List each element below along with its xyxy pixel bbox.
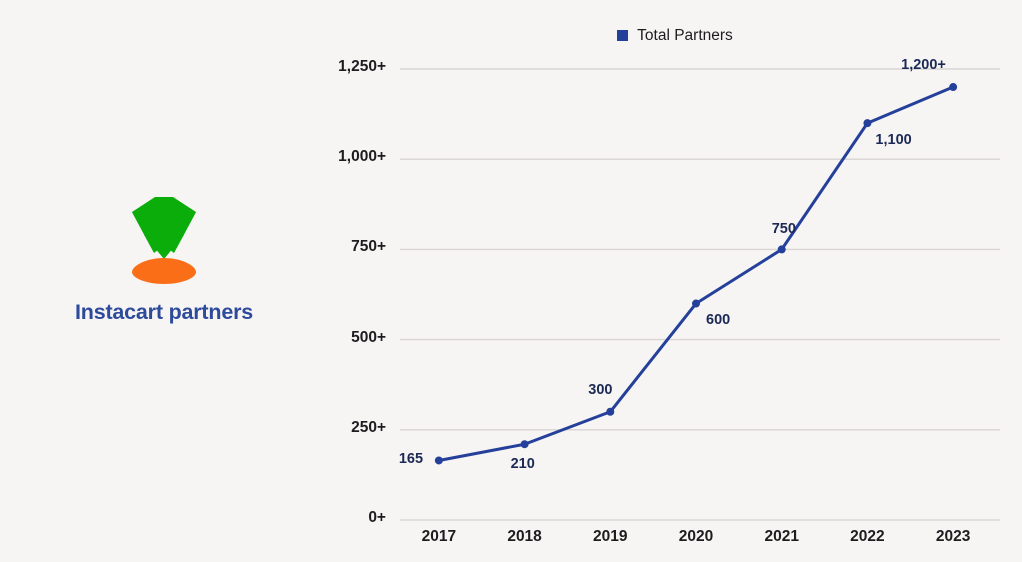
plot-area: 0+ 250+ 500+ 750+ 1,000+ 1,250+ 2017 2018 2019 2… <box>328 0 1022 557</box>
data-point-marker[interactable] <box>949 83 958 92</box>
instacart-carrot-logo-icon <box>132 197 196 284</box>
y-axis-tick-label: 250+ <box>351 418 386 436</box>
x-axis-tick-label: 2018 <box>507 528 542 545</box>
brand-inner: Instacart partners <box>0 183 328 325</box>
y-axis-tick-label: 0+ <box>368 509 386 526</box>
y-axis-tick-label: 500+ <box>351 328 386 346</box>
x-axis-tick-label: 2017 <box>421 528 457 545</box>
data-point-label: 1,200+ <box>901 57 946 74</box>
data-point-label: 165 <box>398 451 424 468</box>
x-axis-tick-label: 2019 <box>593 528 628 545</box>
legend-label: Total Partners <box>637 27 733 44</box>
x-axis-tick-label: 2021 <box>764 528 799 545</box>
x-axis-tick-label: 2022 <box>850 528 885 545</box>
data-point-marker[interactable] <box>777 245 786 254</box>
series-points-total-partners <box>434 83 958 465</box>
chart-panel: Total Partners 0+ 250+ 500+ 750+ 1,000+ 1,250… <box>328 0 1022 557</box>
data-point-marker[interactable] <box>692 299 700 308</box>
data-point-marker[interactable] <box>863 119 872 128</box>
data-point-label: 750 <box>771 221 796 238</box>
chart-legend: Total Partners <box>328 28 1022 44</box>
data-point-label: 300 <box>588 381 613 398</box>
square-marker-icon <box>617 30 629 42</box>
data-point-label: 210 <box>510 456 535 473</box>
y-axis-tick-label: 750+ <box>351 238 386 256</box>
data-point-marker[interactable] <box>606 407 615 416</box>
data-point-label: 1,100 <box>875 132 912 149</box>
x-axis-tick-label: 2020 <box>678 528 714 545</box>
data-point-marker[interactable] <box>434 456 443 465</box>
y-axis-tick-label: 1,000+ <box>338 148 386 166</box>
y-axis-tick-label: 1,250+ <box>338 58 386 75</box>
gridlines <box>400 68 1000 521</box>
brand-panel: Instacart partners <box>0 0 328 557</box>
line-chart-svg <box>400 68 1000 521</box>
brand-label: Instacart partners <box>74 300 254 324</box>
data-point-label: 600 <box>706 311 731 328</box>
x-axis-tick-label: 2023 <box>935 528 971 545</box>
data-point-marker[interactable] <box>520 440 529 449</box>
